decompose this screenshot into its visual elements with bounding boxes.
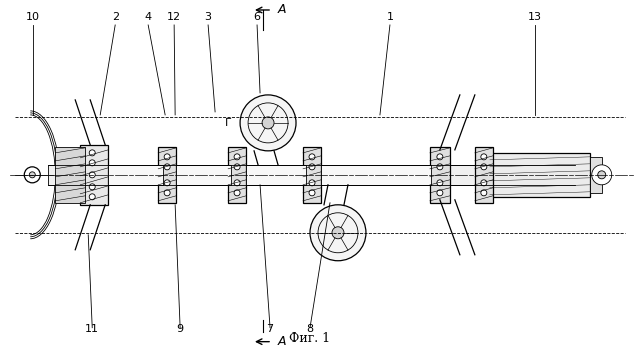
Bar — [80, 145, 108, 205]
Text: 4: 4 — [145, 12, 152, 22]
Circle shape — [309, 180, 315, 186]
Text: Г: Г — [225, 118, 232, 128]
Bar — [490, 153, 589, 197]
Circle shape — [234, 180, 240, 186]
Circle shape — [437, 180, 443, 186]
Circle shape — [164, 154, 170, 160]
Circle shape — [89, 194, 95, 200]
Circle shape — [598, 171, 605, 179]
Circle shape — [481, 190, 487, 196]
Bar — [430, 147, 450, 203]
Circle shape — [309, 154, 315, 160]
Bar — [303, 147, 321, 203]
Circle shape — [437, 154, 443, 160]
Text: 1: 1 — [387, 12, 394, 22]
Circle shape — [437, 164, 443, 170]
Text: А: А — [278, 335, 287, 348]
Circle shape — [437, 190, 443, 196]
Bar — [321, 165, 431, 185]
Circle shape — [234, 164, 240, 170]
Bar — [228, 147, 246, 203]
Circle shape — [234, 190, 240, 196]
Text: 12: 12 — [167, 12, 181, 22]
Bar — [246, 165, 306, 185]
Circle shape — [481, 180, 487, 186]
Circle shape — [262, 117, 274, 129]
Text: 2: 2 — [111, 12, 119, 22]
Text: 3: 3 — [205, 12, 212, 22]
Text: 8: 8 — [307, 324, 314, 334]
Circle shape — [309, 190, 315, 196]
Bar — [475, 147, 493, 203]
Circle shape — [89, 160, 95, 166]
Text: 13: 13 — [528, 12, 542, 22]
Circle shape — [89, 172, 95, 178]
Bar — [55, 147, 85, 203]
Text: 6: 6 — [253, 12, 260, 22]
Text: 7: 7 — [266, 324, 274, 334]
Circle shape — [29, 172, 35, 178]
Bar — [158, 147, 176, 203]
Circle shape — [309, 164, 315, 170]
Circle shape — [481, 164, 487, 170]
Bar — [589, 157, 602, 193]
Circle shape — [164, 190, 170, 196]
Circle shape — [481, 154, 487, 160]
Circle shape — [592, 165, 612, 185]
Bar — [108, 165, 163, 185]
Bar — [176, 165, 231, 185]
Circle shape — [240, 95, 296, 151]
Bar — [48, 165, 575, 185]
Text: 10: 10 — [26, 12, 40, 22]
Text: Фиг. 1: Фиг. 1 — [289, 332, 331, 345]
Text: 9: 9 — [177, 324, 184, 334]
Circle shape — [89, 184, 95, 190]
Circle shape — [234, 154, 240, 160]
Circle shape — [164, 164, 170, 170]
Circle shape — [164, 180, 170, 186]
Text: А: А — [278, 4, 287, 16]
Circle shape — [89, 150, 95, 156]
Circle shape — [310, 205, 366, 261]
Text: 11: 11 — [85, 324, 99, 334]
Circle shape — [332, 227, 344, 239]
